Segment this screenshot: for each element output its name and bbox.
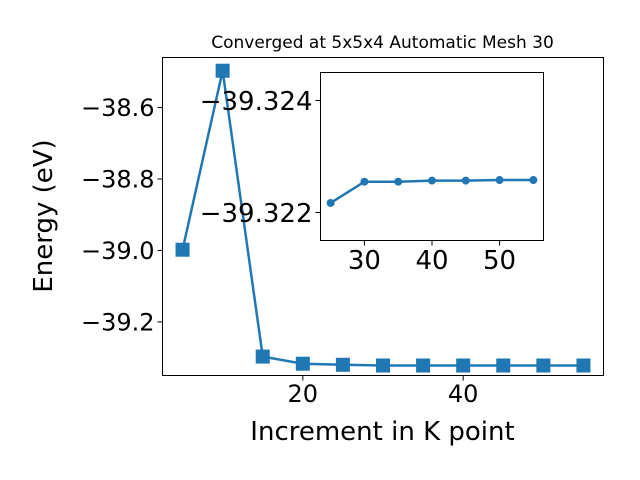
y-axis-label: Energy (eV)	[29, 139, 59, 292]
main-data-point	[335, 357, 350, 372]
inset-chart: −39.324 −39.322 30 40 50	[200, 72, 544, 276]
inset-x-tick-label: 50	[483, 246, 516, 276]
main-data-point	[175, 242, 190, 257]
inset-data-point	[428, 176, 436, 185]
main-y-tick-label: −38.6	[81, 94, 155, 122]
main-y-tick-label: −39.0	[81, 237, 155, 265]
inset-y-tick-label: −39.324	[200, 87, 313, 117]
inset-plot-frame	[320, 72, 544, 241]
inset-y-ticks: −39.324 −39.322	[200, 87, 321, 229]
inset-x-tick-label: 40	[415, 246, 448, 276]
main-data-point	[456, 358, 471, 373]
main-data-point	[295, 356, 310, 371]
main-series-markers	[175, 63, 591, 373]
inset-data-point	[394, 177, 403, 186]
main-x-tick-label: 40	[448, 380, 479, 408]
inset-data-point	[529, 176, 538, 185]
inset-x-ticks: 30 40 50	[348, 240, 516, 276]
inset-y-tick-label: −39.322	[200, 199, 313, 229]
inset-data-point	[326, 198, 335, 207]
main-data-point	[215, 63, 230, 78]
inset-series-markers	[326, 176, 538, 207]
main-y-tick-label: −39.2	[81, 309, 155, 337]
main-chart: −39.2−39.0−38.8−38.6 20 40 Converged at 5…	[29, 33, 604, 447]
main-data-point	[496, 358, 511, 373]
inset-data-point	[495, 176, 504, 185]
inset-x-tick-label: 30	[348, 246, 381, 276]
main-data-point	[255, 349, 270, 364]
chart-title: Converged at 5x5x4 Automatic Mesh 30	[211, 33, 554, 53]
main-data-point	[536, 358, 551, 373]
main-data-point	[576, 358, 591, 373]
inset-plot-background	[320, 72, 544, 241]
main-y-ticks: −39.2 −39.0 −38.8 −38.6	[81, 94, 163, 337]
x-axis-label: Increment in K point	[250, 417, 514, 447]
inset-data-point	[360, 177, 369, 186]
inset-data-point	[461, 176, 470, 185]
main-x-ticks: 20 40	[288, 375, 479, 408]
main-y-tick-label: −38.8	[81, 166, 155, 194]
main-plot-frame	[162, 57, 604, 376]
main-x-tick-label: 20	[288, 380, 319, 408]
main-data-point	[416, 358, 431, 373]
main-data-point	[376, 358, 390, 373]
